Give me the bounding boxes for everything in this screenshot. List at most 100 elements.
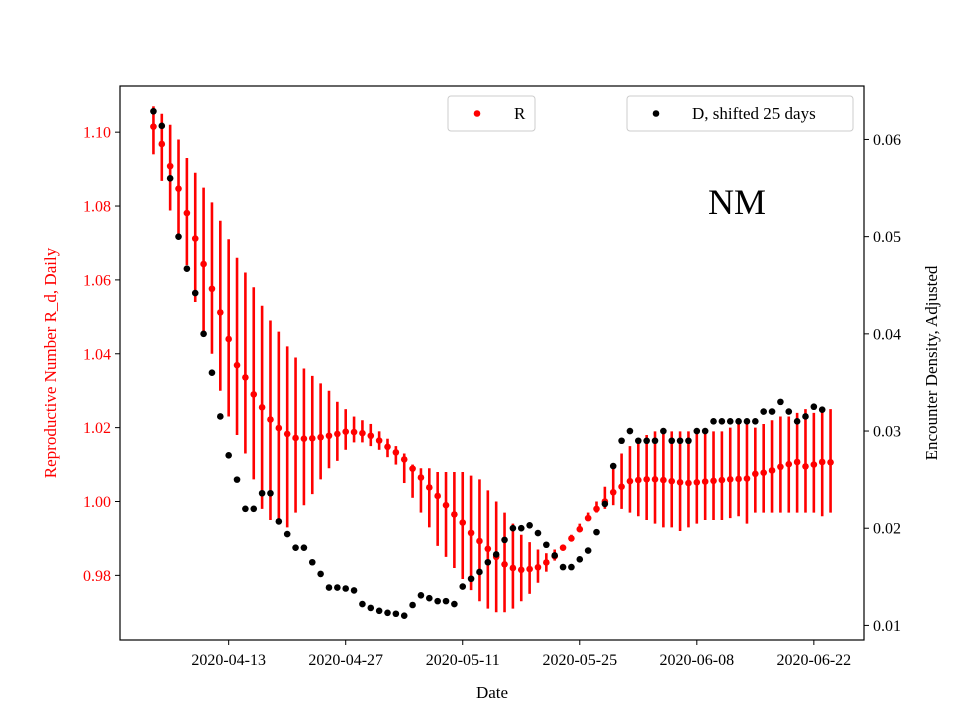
r-point bbox=[810, 461, 818, 468]
d-point bbox=[200, 330, 207, 338]
r-point bbox=[701, 478, 709, 485]
d-point bbox=[317, 570, 324, 578]
y-left-tick-label: 1.10 bbox=[83, 125, 111, 142]
d-point bbox=[359, 600, 366, 608]
r-point bbox=[300, 435, 308, 443]
d-point bbox=[183, 265, 191, 273]
d-point bbox=[166, 175, 174, 182]
r-point bbox=[183, 209, 191, 217]
d-point bbox=[492, 551, 500, 558]
legend-d-marker bbox=[652, 110, 660, 117]
r-point bbox=[342, 428, 350, 435]
d-point bbox=[242, 505, 249, 513]
r-point bbox=[726, 476, 734, 483]
r-point bbox=[334, 430, 341, 438]
legend-r-marker bbox=[473, 110, 481, 117]
r-point bbox=[559, 544, 567, 551]
r-point bbox=[693, 478, 701, 486]
d-point bbox=[350, 587, 358, 594]
r-point bbox=[308, 435, 316, 442]
r-point bbox=[317, 433, 324, 441]
legend-r-frame bbox=[447, 95, 536, 132]
d-point bbox=[810, 403, 818, 411]
d-point bbox=[392, 610, 400, 618]
d-point bbox=[668, 437, 676, 445]
y-right-tick-label: 0.05 bbox=[873, 229, 901, 246]
r-point bbox=[660, 476, 667, 484]
d-point bbox=[785, 408, 793, 415]
r-point bbox=[501, 560, 508, 568]
d-point bbox=[275, 518, 283, 525]
r-point bbox=[593, 505, 600, 513]
d-point bbox=[426, 594, 433, 602]
d-point bbox=[718, 418, 726, 425]
r-point bbox=[400, 456, 408, 463]
d-point bbox=[375, 607, 383, 615]
d-point bbox=[593, 528, 600, 536]
r-point bbox=[743, 475, 751, 482]
r-point bbox=[517, 566, 525, 574]
d-point bbox=[367, 604, 375, 612]
r-point bbox=[375, 437, 383, 444]
d-point bbox=[735, 418, 742, 425]
r-point bbox=[250, 391, 258, 398]
r-point bbox=[225, 335, 232, 343]
d-point bbox=[442, 597, 450, 605]
r-point bbox=[175, 185, 182, 192]
r-point bbox=[526, 565, 533, 573]
y-left-axis-label: Reproductive Number R_d, Daily bbox=[41, 247, 60, 478]
r-point bbox=[576, 525, 584, 533]
d-point bbox=[517, 524, 525, 532]
d-point bbox=[258, 489, 266, 497]
r-point bbox=[668, 477, 676, 485]
r-point bbox=[233, 361, 241, 369]
d-point bbox=[283, 530, 291, 538]
legend-d: D, shifted 25 days bbox=[626, 95, 854, 132]
y-right-axis-label: Encounter Density, Adjusted bbox=[922, 265, 941, 460]
d-point bbox=[267, 489, 274, 497]
d-point bbox=[217, 413, 224, 420]
d-point bbox=[250, 505, 258, 513]
r-point bbox=[476, 537, 483, 545]
legend-d-frame bbox=[626, 95, 854, 132]
r-point bbox=[191, 235, 199, 242]
legend-r: R bbox=[447, 95, 536, 132]
r-point bbox=[768, 467, 776, 474]
d-point bbox=[576, 556, 584, 563]
r-point bbox=[367, 432, 375, 440]
r-point bbox=[777, 463, 784, 471]
d-point bbox=[760, 408, 767, 415]
y-right-tick-label: 0.04 bbox=[873, 326, 901, 343]
d-point bbox=[568, 563, 575, 571]
d-point bbox=[551, 552, 558, 559]
d-point bbox=[543, 541, 550, 549]
r-point bbox=[793, 458, 801, 466]
r-point bbox=[158, 140, 166, 148]
d-point bbox=[693, 427, 701, 435]
d-point bbox=[334, 584, 341, 591]
d-point bbox=[793, 418, 801, 425]
d-point bbox=[451, 600, 458, 608]
r-point bbox=[150, 123, 157, 130]
d-point bbox=[584, 547, 592, 554]
r-point bbox=[325, 432, 333, 440]
d-point bbox=[308, 558, 316, 566]
r-point bbox=[283, 430, 291, 438]
r-point bbox=[802, 463, 809, 470]
r-point bbox=[752, 470, 759, 478]
r-point bbox=[258, 404, 266, 411]
r-point bbox=[350, 428, 358, 436]
r-point bbox=[785, 460, 793, 468]
r-point bbox=[200, 260, 207, 268]
r-point bbox=[359, 429, 366, 437]
d-point bbox=[434, 597, 441, 605]
d-point bbox=[300, 544, 308, 551]
state-annotation: NM bbox=[708, 182, 766, 222]
d-point bbox=[609, 462, 617, 470]
r-point bbox=[392, 449, 400, 456]
d-point bbox=[601, 500, 609, 508]
d-point bbox=[225, 452, 232, 459]
d-point bbox=[559, 563, 567, 571]
r-point bbox=[467, 529, 475, 537]
